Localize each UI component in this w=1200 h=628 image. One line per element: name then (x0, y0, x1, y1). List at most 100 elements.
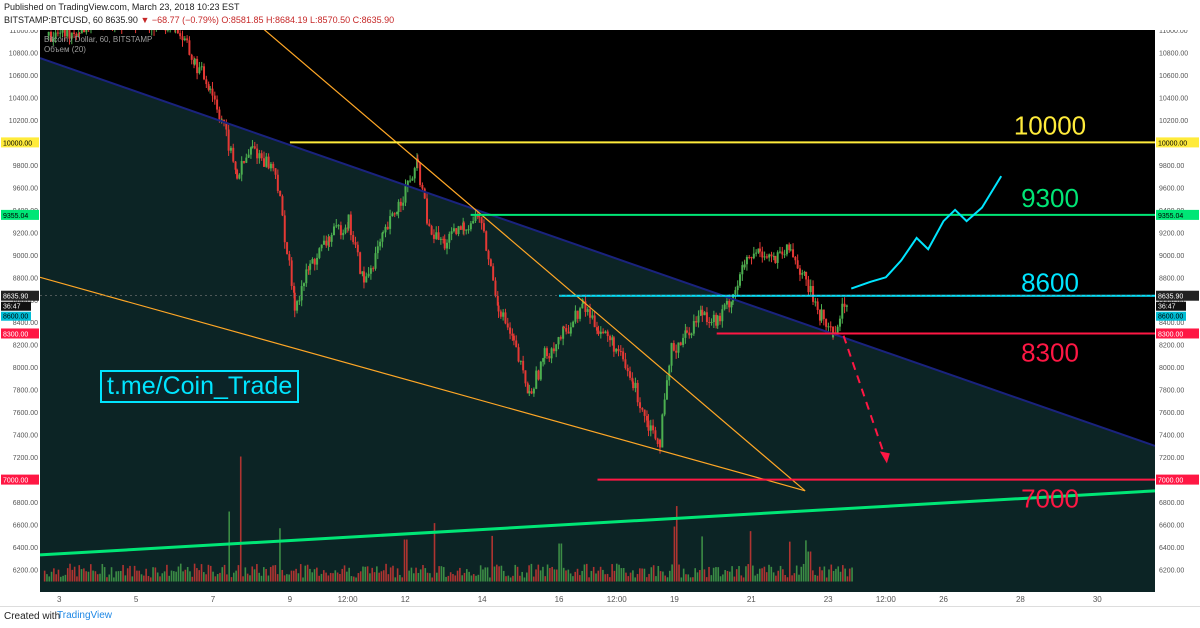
level-label-7000: 7000 (1021, 484, 1079, 514)
candle-body (607, 332, 609, 337)
y-tick-label: 6400.00 (1159, 545, 1184, 552)
volume-bar (51, 572, 53, 582)
candle-body (764, 256, 766, 257)
candle-body (291, 260, 293, 286)
volume-bar (198, 570, 200, 581)
candle-body (602, 332, 604, 333)
volume-bar (166, 565, 168, 582)
candle-body (774, 256, 776, 263)
volume-bar (558, 544, 560, 582)
candle-body (389, 216, 391, 229)
candle-body (746, 257, 748, 264)
y-tick-label: 9000.00 (1159, 253, 1184, 260)
volume-bar (367, 566, 369, 581)
candle-body (568, 332, 570, 334)
volume-bar (443, 567, 445, 581)
volume-bar (168, 576, 170, 582)
volume-bar (159, 576, 161, 581)
volume-bar (817, 576, 819, 582)
candle-body (682, 338, 684, 345)
candle-body (203, 66, 205, 79)
left-price-axis[interactable]: 6200.006400.006600.006800.007000.007200.… (0, 30, 40, 592)
low-value: L:8570.50 (310, 15, 350, 25)
volume-bar (173, 571, 175, 581)
candle-body (191, 55, 193, 60)
volume-bar (362, 567, 364, 582)
right-price-axis[interactable]: 6200.006400.006600.006800.007000.007200.… (1155, 30, 1200, 592)
candle-body (379, 242, 381, 247)
last-price: 8635.90 (105, 15, 138, 25)
symbol-label: BITSTAMP:BTCUSD, 60 (4, 15, 103, 25)
y-tick-label: 6800.00 (1159, 500, 1184, 507)
candle-body (261, 153, 263, 158)
candle-body (352, 235, 354, 242)
candle-body (632, 381, 634, 388)
y-tick-label: 10800.00 (9, 50, 38, 57)
y-tick-label: 10600.00 (1159, 73, 1188, 80)
candle-body (644, 410, 646, 416)
price-tag-8300: 8300.00 (1158, 331, 1183, 338)
candle-body (286, 242, 288, 254)
candle-body (384, 227, 386, 232)
volume-bar (494, 567, 496, 582)
volume-bar (796, 566, 798, 582)
volume-bar (182, 571, 184, 581)
x-tick-label: 21 (747, 595, 756, 604)
x-tick-label: 30 (1093, 595, 1102, 604)
volume-bar (482, 569, 484, 581)
volume-bar (496, 565, 498, 582)
candle-body (701, 310, 703, 315)
volume-bar (355, 578, 357, 582)
volume-bar (595, 573, 597, 581)
candle-body (284, 215, 286, 242)
candle-body (333, 226, 335, 235)
volume-bar (588, 577, 590, 581)
volume-bar (115, 571, 117, 581)
x-tick-label: 23 (824, 595, 833, 604)
volume-bar (669, 571, 671, 582)
volume-bar (621, 568, 623, 581)
candle-body (734, 290, 736, 294)
candle-body (688, 333, 690, 336)
candle-body (591, 315, 593, 317)
x-tick-label: 7 (211, 595, 216, 604)
channel-fill (40, 58, 1155, 592)
candle-body (241, 161, 243, 175)
volume-bar (535, 569, 537, 581)
y-tick-label: 9200.00 (13, 230, 38, 237)
y-tick-label: 8000.00 (13, 365, 38, 372)
tradingview-logo[interactable]: TradingView (57, 610, 112, 621)
volume-bar (478, 575, 480, 582)
volume-bar (298, 573, 300, 581)
candle-body (485, 231, 487, 251)
candle-body (558, 337, 560, 344)
candle-body (338, 225, 340, 226)
volume-bar (655, 576, 657, 581)
y-tick-label: 9800.00 (13, 163, 38, 170)
volume-bar (664, 576, 666, 582)
candle-body (741, 265, 743, 274)
volume-bar (143, 576, 145, 582)
volume-bar (108, 575, 110, 582)
volume-bar (302, 577, 304, 581)
y-tick-label: 6200.00 (13, 568, 38, 575)
x-tick-label: 28 (1016, 595, 1025, 604)
candle-body (340, 225, 342, 235)
volume-bar (406, 540, 408, 582)
volume-bar (247, 574, 249, 582)
volume-bar (411, 568, 413, 582)
volume-bar (489, 577, 491, 581)
volume-bar (238, 565, 240, 581)
volume-bar (424, 568, 426, 581)
candle-body (794, 257, 796, 260)
candle-body (448, 234, 450, 243)
volume-bar (616, 564, 618, 582)
volume-bar (224, 565, 226, 582)
candle-body (579, 308, 581, 319)
volume-bar (385, 564, 387, 582)
volume-bar (118, 571, 120, 581)
volume-bar (475, 576, 477, 582)
